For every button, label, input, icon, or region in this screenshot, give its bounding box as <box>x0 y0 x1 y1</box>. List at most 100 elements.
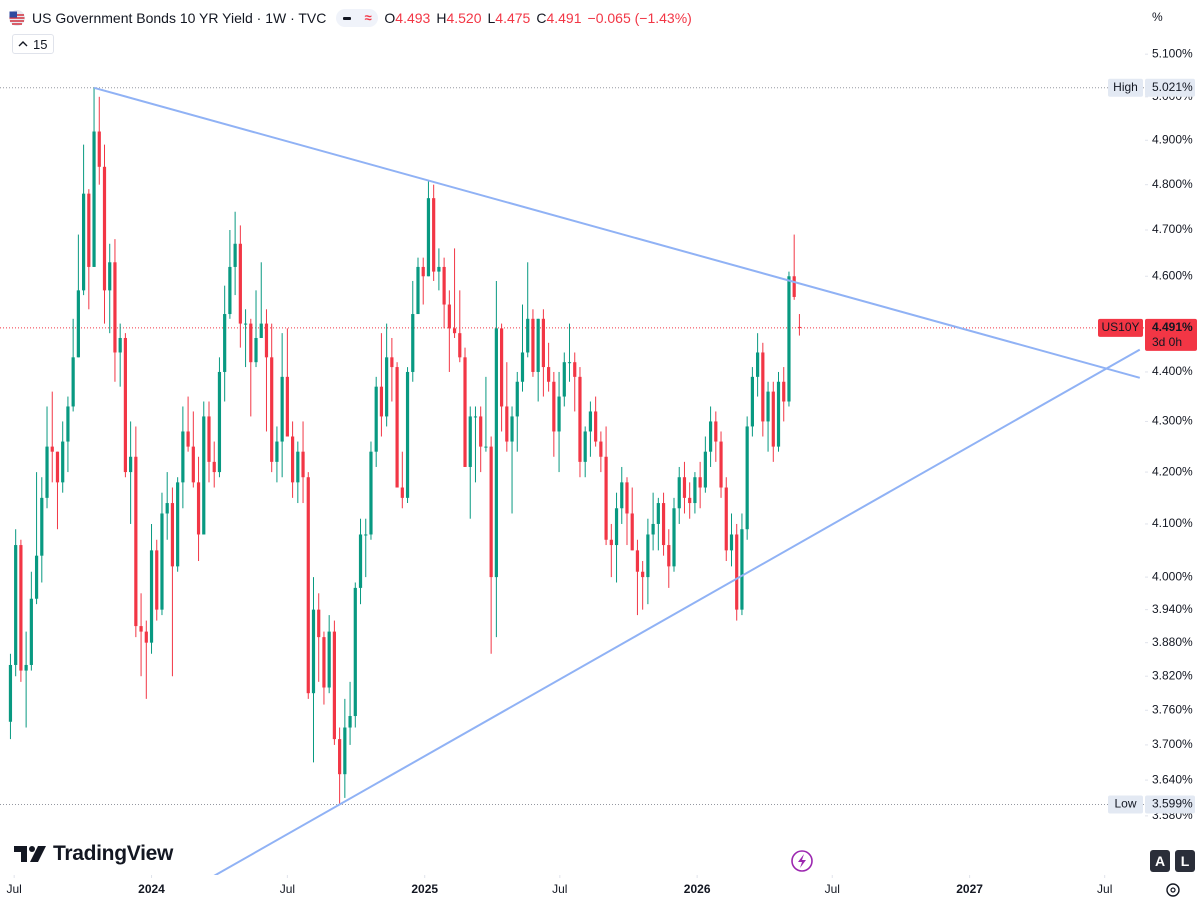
candle-body <box>102 166 107 291</box>
candle-body <box>437 266 441 272</box>
candle-body <box>243 323 248 325</box>
candle-body <box>379 386 384 417</box>
candle-body <box>526 318 530 353</box>
candle-body <box>123 337 127 473</box>
x-tick-label: Jul <box>280 882 295 896</box>
interval-selector[interactable]: 15 <box>12 34 55 54</box>
candle-body <box>646 534 650 578</box>
candle-body <box>186 431 190 447</box>
settings-icon[interactable] <box>1166 883 1180 897</box>
y-tick-label: 5.100% <box>1152 46 1193 60</box>
candle-body <box>217 371 222 473</box>
candle-body <box>677 477 681 509</box>
y-tick-label: 4.200% <box>1152 464 1193 478</box>
candle-body <box>191 446 195 483</box>
candle-body <box>322 637 326 688</box>
alert-icon[interactable] <box>791 850 813 872</box>
candle-body <box>479 416 483 447</box>
candle-body <box>452 328 457 334</box>
candle-body <box>693 477 697 504</box>
price-tag-bg <box>1145 795 1195 814</box>
candle-body <box>87 193 91 267</box>
ohlc-values: O 4.493 H 4.520 L 4.475 C 4.491 <box>378 10 581 26</box>
candle-body <box>688 497 692 504</box>
candle-body <box>776 381 781 447</box>
candle-body <box>332 631 336 740</box>
candle-body <box>374 386 378 452</box>
candle-body <box>34 555 39 599</box>
candle-body <box>338 739 342 775</box>
candle-body <box>97 131 101 167</box>
y-tick-label: 4.300% <box>1152 414 1193 428</box>
ohlc-key: H <box>436 10 447 26</box>
candle-body <box>562 362 566 397</box>
candle-body <box>118 337 122 353</box>
candle-body <box>129 456 133 473</box>
candle-body <box>573 362 577 377</box>
candle-body <box>463 357 467 467</box>
y-tick-label: 4.800% <box>1152 177 1193 191</box>
candle-body <box>494 328 498 578</box>
candle-body <box>181 431 185 483</box>
log-scale-button[interactable]: L <box>1175 850 1195 872</box>
y-tick-label: 3.940% <box>1152 602 1193 616</box>
auto-scale-button[interactable]: A <box>1150 850 1170 872</box>
candle-body <box>264 323 269 358</box>
candle-body <box>29 598 33 665</box>
candle-body <box>578 376 582 462</box>
candle-body <box>149 550 154 643</box>
candle-body <box>641 571 645 578</box>
candle-body <box>113 262 117 353</box>
candle-body <box>661 503 666 546</box>
plot-area <box>0 86 1145 875</box>
candle-body <box>735 534 739 610</box>
candle-body <box>108 262 112 291</box>
candle-body <box>552 381 556 432</box>
x-tick-label: 2026 <box>684 882 711 896</box>
x-tick-label: Jul <box>825 882 840 896</box>
candle-body <box>207 416 211 462</box>
candle-body <box>228 266 232 315</box>
candle-body <box>254 337 258 363</box>
y-tick-label: 4.700% <box>1152 222 1193 236</box>
candle-body <box>651 523 655 535</box>
ohlc-value: 4.475 <box>495 10 531 26</box>
candle-body <box>14 545 18 665</box>
candle-body <box>505 406 509 442</box>
y-tick-label: 4.600% <box>1152 268 1193 282</box>
candle-body <box>290 436 295 483</box>
y-tick-label: 3.820% <box>1152 668 1193 682</box>
candle-body <box>139 626 143 632</box>
candle-body <box>787 276 791 402</box>
flag-icon <box>9 10 25 26</box>
brand-name: TradingView <box>53 842 174 865</box>
candle-body <box>771 391 775 447</box>
candle-body <box>170 503 175 567</box>
candle-body <box>348 716 352 728</box>
candle-body <box>567 362 572 364</box>
candle-body <box>630 513 634 551</box>
candle-body <box>343 727 347 775</box>
candle-body <box>729 534 734 551</box>
button-label: L <box>1180 853 1190 869</box>
candle-body <box>19 545 23 671</box>
x-tick-label: 2024 <box>138 882 165 896</box>
quick-buttons[interactable]: ≈ <box>336 9 379 27</box>
candle-body <box>212 461 216 473</box>
y-tick-label: 4.100% <box>1152 516 1193 530</box>
x-tick-label: Jul <box>7 882 22 896</box>
candle-body <box>364 534 368 536</box>
candle-body <box>656 503 660 524</box>
candle-body <box>761 352 765 422</box>
candle-body <box>249 323 253 363</box>
candle-body <box>40 497 44 556</box>
candle-body <box>270 357 274 462</box>
ohlc-key: C <box>536 10 547 26</box>
candle-body <box>71 357 75 407</box>
candle-body <box>426 198 431 277</box>
candle-body <box>541 318 545 368</box>
last-price: 4.491% <box>1152 320 1193 334</box>
candle-body <box>202 416 206 535</box>
symbol-tag: US10Y <box>1101 320 1139 334</box>
